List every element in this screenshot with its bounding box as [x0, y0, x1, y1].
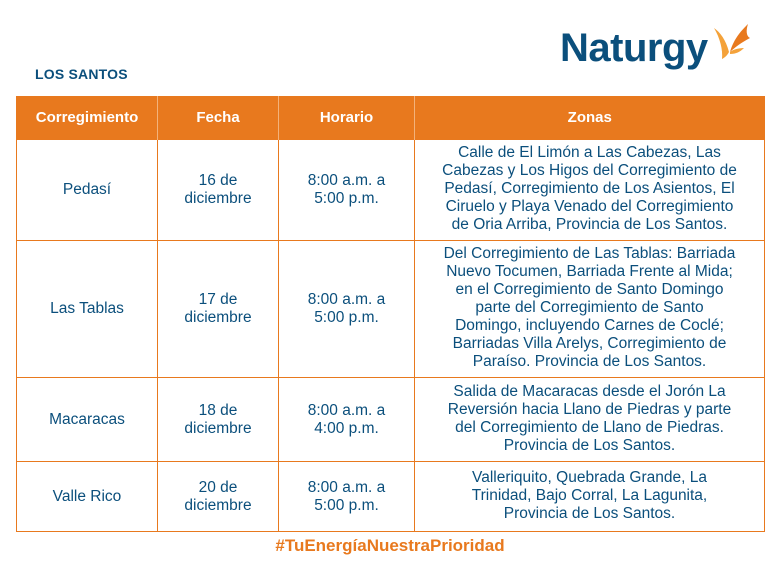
horario-line: 8:00 a.m. a	[307, 478, 386, 496]
horario-line: 5:00 p.m.	[314, 190, 379, 207]
zona-line: Ciruelo y Playa Venado del Corregimiento	[445, 198, 734, 215]
zona-line: Pedasí, Corregimiento de Los Asientos, E…	[444, 180, 735, 197]
cell-corregimiento: Las Tablas	[16, 240, 158, 378]
header-fecha: Fecha	[157, 96, 279, 140]
table-row: Las Tablas 17 de diciembre 8:00 a.m. a 5:0…	[16, 240, 765, 378]
cell-zonas: Valleriquito, Quebrada Grande, La Trinid…	[414, 461, 765, 532]
cell-horario: 8:00 a.m. a 5:00 p.m.	[278, 461, 415, 532]
header-zonas: Zonas	[414, 96, 765, 140]
fecha-line: diciembre	[184, 190, 252, 207]
horario-line: 5:00 p.m.	[314, 496, 379, 514]
zona-line: de Oria Arriba, Provincia de Los Santos.	[451, 216, 728, 233]
header-horario: Horario	[278, 96, 415, 140]
zona-line: Salida de Macaracas desde el Jorón La	[453, 382, 726, 400]
cell-corregimiento: Macaracas	[16, 377, 158, 462]
cell-zonas: Del Corregimiento de Las Tablas: Barriad…	[414, 240, 765, 378]
zona-line: parte del Corregimiento de Santo	[475, 299, 704, 316]
zona-line: Paraíso. Provincia de Los Santos.	[472, 353, 707, 370]
header-corregimiento: Corregimiento	[16, 96, 158, 140]
zona-line: Del Corregimiento de Las Tablas: Barriad…	[443, 245, 736, 262]
horario-line: 4:00 p.m.	[314, 419, 379, 437]
fecha-line: 18 de	[198, 401, 238, 419]
table-header-row: Corregimiento Fecha Horario Zonas	[16, 96, 765, 140]
zona-line: Cabezas y Los Higos del Corregimiento de	[442, 162, 737, 179]
zona-line: Trinidad, Bajo Corral, La Lagunita,	[471, 486, 708, 504]
butterfly-icon	[713, 24, 750, 59]
cell-fecha: 18 de diciembre	[157, 377, 279, 462]
table-row: Pedasí 16 de diciembre 8:00 a.m. a 5:00 p.…	[16, 139, 765, 241]
fecha-line: 17 de	[198, 291, 238, 308]
horario-line: 8:00 a.m. a	[307, 401, 386, 419]
zona-line: Barriadas Villa Arelys, Corregimiento de	[452, 335, 727, 352]
campaign-hashtag: #TuEnergíaNuestraPrioridad	[275, 536, 505, 555]
horario-line: 8:00 a.m. a	[307, 291, 386, 308]
cell-zonas: Calle de El Limón a Las Cabezas, Las Cab…	[414, 139, 765, 241]
fecha-line: diciembre	[184, 496, 252, 514]
cell-zonas: Salida de Macaracas desde el Jorón La Re…	[414, 377, 765, 462]
zona-line: Domingo, incluyendo Carnes de Coclé;	[455, 317, 724, 334]
zona-line: Calle de El Limón a Las Cabezas, Las	[458, 144, 721, 161]
horario-line: 8:00 a.m. a	[307, 172, 386, 189]
cell-horario: 8:00 a.m. a 5:00 p.m.	[278, 240, 415, 378]
cell-horario: 8:00 a.m. a 4:00 p.m.	[278, 377, 415, 462]
logo-wordmark: Naturgy	[560, 26, 708, 70]
zona-line: Valleriquito, Quebrada Grande, La	[472, 468, 707, 486]
cell-corregimiento: Pedasí	[16, 139, 158, 241]
zona-line: Reversión hacia Llano de Piedras y parte	[447, 400, 732, 418]
zona-line: Provincia de Los Santos.	[503, 504, 676, 522]
table-row: Macaracas 18 de diciembre 8:00 a.m. a 4:00…	[16, 377, 765, 462]
naturgy-logo: Naturgy	[560, 24, 752, 72]
fecha-line: diciembre	[184, 419, 252, 437]
zona-line: Nuevo Tocumen, Barriada Frente al Mida;	[446, 263, 733, 280]
zona-line: en el Corregimiento de Santo Domingo	[455, 281, 724, 298]
fecha-line: 16 de	[198, 172, 238, 189]
horario-line: 5:00 p.m.	[314, 309, 379, 326]
zona-line: Provincia de Los Santos.	[503, 436, 676, 454]
schedule-table: Corregimiento Fecha Horario Zonas Pedasí…	[16, 96, 765, 532]
fecha-line: diciembre	[184, 309, 252, 326]
cell-fecha: 20 de diciembre	[157, 461, 279, 532]
fecha-line: 20 de	[198, 478, 238, 496]
region-title: LOS SANTOS	[35, 66, 128, 82]
zona-line: del Corregimiento de Llano de Piedras.	[455, 418, 724, 436]
cell-fecha: 16 de diciembre	[157, 139, 279, 241]
cell-fecha: 17 de diciembre	[157, 240, 279, 378]
cell-corregimiento: Valle Rico	[16, 461, 158, 532]
table-row: Valle Rico 20 de diciembre 8:00 a.m. a 5:0…	[16, 461, 765, 532]
cell-horario: 8:00 a.m. a 5:00 p.m.	[278, 139, 415, 241]
